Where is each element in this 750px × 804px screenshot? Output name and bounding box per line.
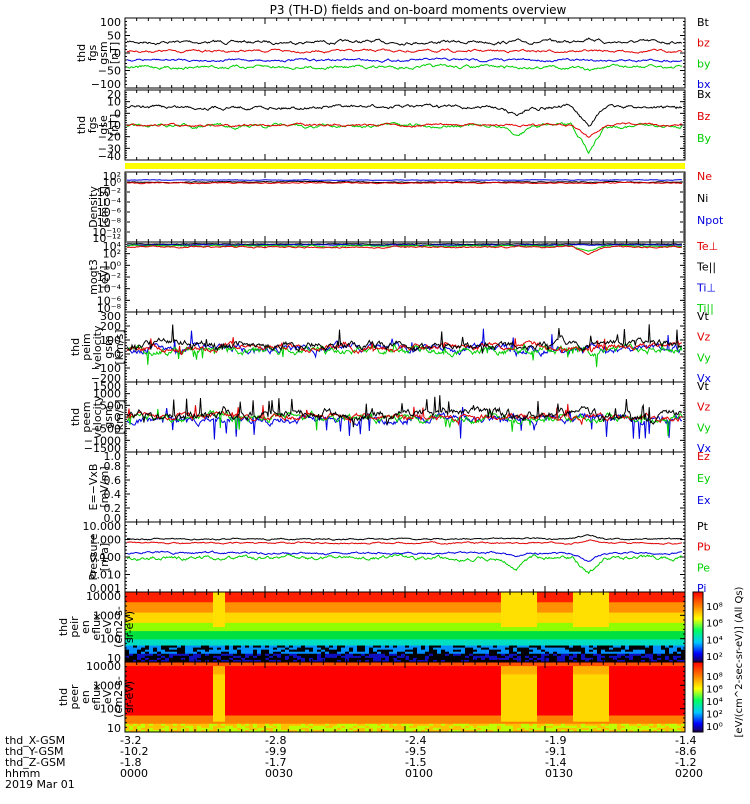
y-tick-label: 10.000 — [83, 520, 122, 533]
legend-Vy: Vy — [697, 351, 711, 364]
y-axis-label: [nT] — [108, 42, 121, 64]
series-line — [127, 535, 682, 541]
series-line — [127, 122, 682, 153]
y-axis-label: [cm−3] — [98, 186, 111, 228]
legend-Vt: Vt — [697, 380, 710, 393]
legend-Pe: Pe — [697, 561, 710, 574]
series-line — [127, 407, 682, 439]
legend-Ti⊥: Ti⊥ — [696, 281, 716, 294]
legend-Pt: Pt — [697, 520, 709, 533]
series-line — [127, 64, 682, 71]
figure-title: P3 (TH-D) fields and on-board moments ov… — [270, 3, 567, 17]
legend-bz: bz — [697, 37, 710, 50]
legend-Vt: Vt — [697, 310, 710, 323]
legend-Vz: Vz — [697, 331, 711, 344]
spectrogram-8 — [125, 592, 685, 662]
legend-Ni: Ni — [697, 192, 708, 205]
panels: 100500−50−100thdfgsgsm[nT]Btbzbybx20100−… — [57, 16, 745, 737]
legend-Vy: Vy — [697, 421, 711, 434]
legend-Ne: Ne — [697, 170, 712, 183]
panel-frame-6 — [125, 452, 685, 522]
series-line — [127, 49, 682, 53]
series-line — [127, 245, 682, 251]
legend-Bt: Bt — [697, 16, 710, 29]
y-axis-label: [eV] — [98, 266, 111, 289]
y-tick-label: −40 — [98, 150, 121, 163]
panel-frame-0 — [125, 18, 685, 88]
legend-Ex: Ex — [697, 494, 711, 507]
y-axis-label: [nPa] — [98, 543, 111, 571]
series-line — [127, 180, 682, 181]
series-line — [127, 58, 682, 62]
panel-frame-3 — [125, 242, 685, 312]
series-line — [127, 555, 682, 574]
legend-Pb: Pb — [697, 541, 711, 554]
y-tick-label: 50 — [107, 30, 121, 43]
legend-Ez: Ez — [697, 450, 710, 463]
legend-by: by — [697, 57, 711, 70]
series-line — [127, 540, 682, 544]
y-axis-label: [km/s] — [113, 399, 126, 434]
y-tick-label: −50 — [98, 65, 121, 78]
legend-Te⊥: Te⊥ — [696, 240, 718, 253]
legend-Te||: Te|| — [696, 261, 716, 274]
legend-By: By — [697, 132, 712, 145]
y-axis-label: [mV/m] — [98, 466, 111, 507]
legend-Vz: Vz — [697, 401, 711, 414]
legend-Ey: Ey — [697, 472, 711, 485]
series-line — [127, 104, 682, 126]
legend-Bx: Bx — [697, 88, 712, 101]
y-axis-label: [km/s] — [113, 329, 126, 364]
y-tick-label: 100 — [100, 16, 121, 29]
series-line — [127, 38, 682, 45]
legend-Npot: Npot — [697, 214, 724, 227]
series-line — [127, 551, 682, 561]
legend-Bz: Bz — [697, 110, 711, 123]
y-axis-label: [nT] — [108, 114, 121, 136]
